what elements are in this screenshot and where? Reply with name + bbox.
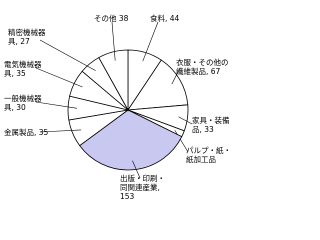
leader-line [178, 116, 193, 125]
page: {"chart_data": {"type": "pie", "values":… [4, 14, 231, 201]
leader-line [35, 101, 78, 109]
leader-line [132, 160, 141, 179]
leader-line [142, 21, 159, 62]
pie-slice [98, 49, 129, 112]
chart [35, 21, 193, 179]
slice-label: 金属製品, 35 [4, 128, 49, 137]
leader-line [39, 39, 96, 71]
slice-label: 一般機械器 具, 30 [4, 94, 42, 112]
slice-label: 食料, 44 [150, 14, 180, 23]
slice-label: パルプ・紙・ 紙加工品 [186, 146, 231, 164]
leader-line [35, 67, 83, 88]
slice-label: 出版・印刷・ 同関連産業, 153 [120, 174, 165, 201]
slice-label: 精密機械器 具, 27 [8, 28, 46, 46]
pie-slice [79, 109, 183, 171]
slice-label: 家具・装備 品, 33 [192, 116, 230, 134]
pie-slice [127, 59, 189, 111]
leader-line [171, 67, 181, 85]
leader-line [111, 21, 116, 61]
slice-label: 電気機械器 具, 35 [4, 60, 42, 78]
slice-label: その他 38 [94, 14, 129, 23]
leader-line [174, 130, 189, 153]
leader-line [39, 129, 82, 133]
slice-label: 衣服・その他の 繊維製品, 67 [176, 58, 229, 76]
